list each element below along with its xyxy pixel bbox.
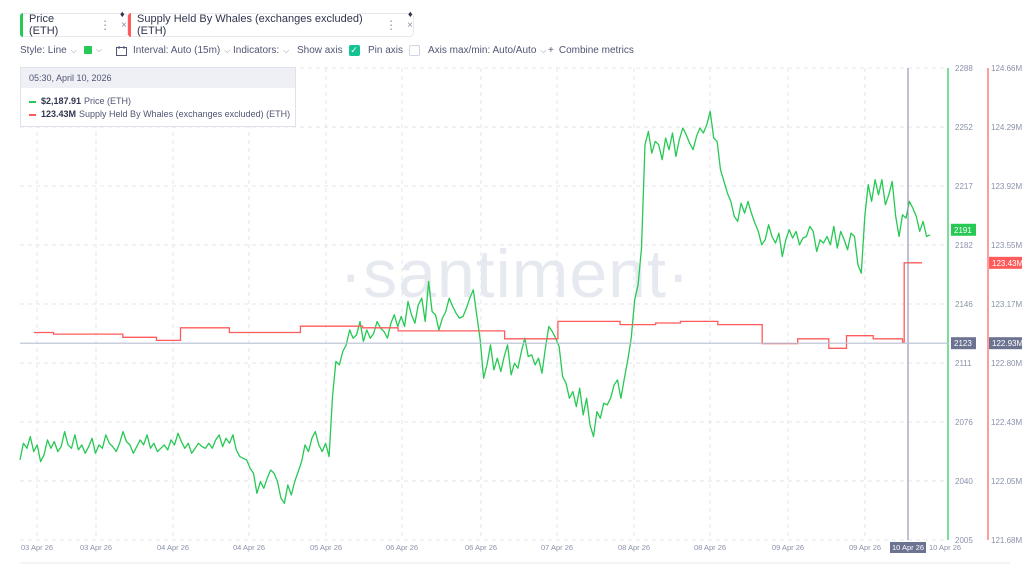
supply-series-line <box>34 262 922 349</box>
ethereum-icon: ♦ <box>120 9 125 19</box>
show-axis-label: Show axis <box>297 45 343 56</box>
tooltip-price-label: Price (ETH) <box>84 96 132 106</box>
x-tick-label: 04 Apr 26 <box>157 543 189 552</box>
supply-legend-swatch <box>29 113 36 116</box>
price-cross-marker: 2123 <box>954 339 972 348</box>
y-tick-price: 2040 <box>955 477 973 486</box>
axis-maxmin-label: Axis max/min: Auto/Auto <box>428 45 537 56</box>
pin-axis-toggle[interactable]: Pin axis <box>368 45 421 56</box>
checkbox-checked-icon[interactable]: ✓ <box>348 45 360 56</box>
price-legend-swatch <box>29 100 36 103</box>
y-tick-supply: 121.68M <box>991 536 1022 545</box>
supply-color-bar <box>128 13 131 37</box>
interval-label: Interval: Auto (15m) <box>133 45 221 56</box>
supply-cross-marker: 122.93M <box>992 339 1023 348</box>
y-tick-price: 2111 <box>955 359 972 368</box>
style-dropdown[interactable]: Style: Line ⌵ <box>20 45 77 56</box>
combine-metrics-label: Combine metrics <box>558 45 634 56</box>
tooltip-price-value: $2,187.91 <box>41 96 82 106</box>
y-tick-supply: 123.17M <box>991 300 1022 309</box>
close-icon[interactable]: × <box>407 19 413 31</box>
interval-dropdown[interactable]: Interval: Auto (15m) ⌵ <box>116 45 230 56</box>
price-series-line <box>19 110 931 504</box>
axis-maxmin-dropdown[interactable]: Axis max/min: Auto/Auto ⌵ <box>428 45 546 56</box>
x-tick-highlight-bg <box>890 542 926 553</box>
x-tick-label: 05 Apr 26 <box>310 543 342 552</box>
x-tick-label: 06 Apr 26 <box>465 543 497 552</box>
chevron-down-icon: ⌵ <box>283 45 290 55</box>
close-icon[interactable]: × <box>121 19 127 31</box>
y-tick-supply: 122.05M <box>991 477 1022 486</box>
metric-label-price: Price (ETH) <box>29 13 59 37</box>
chart-series <box>19 110 931 504</box>
metric-chip-price[interactable]: Price (ETH) ⋮ × ♦ <box>20 9 128 37</box>
tooltip-date: 05:30, April 10, 2026 <box>21 68 295 88</box>
y-tick-supply: 122.80M <box>991 359 1022 368</box>
x-tick-label: 08 Apr 26 <box>694 543 726 552</box>
y-tick-price: 2005 <box>955 536 973 545</box>
x-tick-label: 10 Apr 26 <box>892 543 924 552</box>
x-tick-label: 09 Apr 26 <box>849 543 881 552</box>
chevron-down-icon: ⌵ <box>540 45 547 55</box>
y-tick-price: 2146 <box>955 300 973 309</box>
x-tick-label: 07 Apr 26 <box>541 543 573 552</box>
y-tick-supply: 122.43M <box>991 418 1022 427</box>
y-tick-price: 2252 <box>955 123 973 132</box>
combine-metrics-button[interactable]: + Combine metrics <box>548 45 634 56</box>
x-tick-label: 03 Apr 26 <box>80 543 112 552</box>
y-tick-supply: 124.66M <box>991 64 1022 73</box>
x-tick-label: 06 Apr 26 <box>386 543 418 552</box>
y-tick-supply: 123.55M <box>991 241 1022 250</box>
calendar-icon <box>116 45 127 56</box>
tooltip-supply-value: 123.43M <box>41 109 77 119</box>
y-tick-price: 2182 <box>955 241 973 250</box>
metric-label-supply: Supply Held By Whales (exchanges exclude… <box>137 13 363 37</box>
x-tick-label: 04 Apr 26 <box>233 543 265 552</box>
price-last-marker: 2191 <box>954 226 972 235</box>
y-tick-price: 2076 <box>955 418 973 427</box>
supply-cross-marker-bg <box>989 337 1022 350</box>
chart-tooltip: 05:30, April 10, 2026 $2,187.91 Price (E… <box>20 67 296 127</box>
style-label: Style: Line <box>20 45 67 56</box>
y-tick-price: 2217 <box>955 182 973 191</box>
santiment-watermark: ·santiment· <box>339 236 690 312</box>
price-last-marker-bg <box>951 223 976 236</box>
supply-last-marker: 123.43M <box>992 259 1023 268</box>
color-picker[interactable]: ⌵ <box>84 45 102 55</box>
tooltip-row-price: $2,187.91 Price (ETH) <box>21 95 295 108</box>
more-options-icon[interactable]: ⋮ <box>99 18 112 32</box>
x-tick-label: 03 Apr 26 <box>21 543 53 552</box>
more-options-icon[interactable]: ⋮ <box>385 18 398 32</box>
chevron-down-icon: ⌵ <box>224 45 231 55</box>
chevron-down-icon: ⌵ <box>70 45 77 55</box>
indicators-dropdown[interactable]: Indicators: ⌵ <box>233 45 289 56</box>
chevron-down-icon: ⌵ <box>96 45 103 54</box>
plus-icon: + <box>548 45 554 56</box>
tooltip-row-supply: 123.43M Supply Held By Whales (exchanges… <box>21 108 295 121</box>
indicators-label: Indicators: <box>233 45 280 56</box>
x-tick-label: 09 Apr 26 <box>772 543 804 552</box>
supply-last-marker-bg <box>989 256 1022 269</box>
x-tick-label: 08 Apr 26 <box>618 543 650 552</box>
show-axis-toggle[interactable]: Show axis ✓ <box>297 45 360 56</box>
metric-chip-supply[interactable]: Supply Held By Whales (exchanges exclude… <box>128 9 414 37</box>
ethereum-icon: ♦ <box>408 9 413 19</box>
color-swatch <box>84 46 92 54</box>
price-cross-marker-bg <box>951 337 976 350</box>
chart-overlay: 2191 2123 123.43M 122.93M <box>20 68 1023 540</box>
y-tick-price: 2288 <box>955 64 973 73</box>
tooltip-supply-label: Supply Held By Whales (exchanges exclude… <box>79 109 291 119</box>
checkbox-empty-icon[interactable] <box>409 45 421 56</box>
supply-axis-line <box>947 68 989 540</box>
x-tick-label: 10 Apr 26 <box>929 543 961 552</box>
y-tick-supply: 123.92M <box>991 182 1022 191</box>
grid-lines <box>20 67 1010 564</box>
pin-axis-label: Pin axis <box>368 45 404 56</box>
price-color-bar <box>20 13 23 37</box>
y-tick-supply: 124.29M <box>991 123 1022 132</box>
axis-ticks: 2288 2252 2217 2182 2146 2111 2076 2040 2005 124.… <box>21 64 1022 553</box>
